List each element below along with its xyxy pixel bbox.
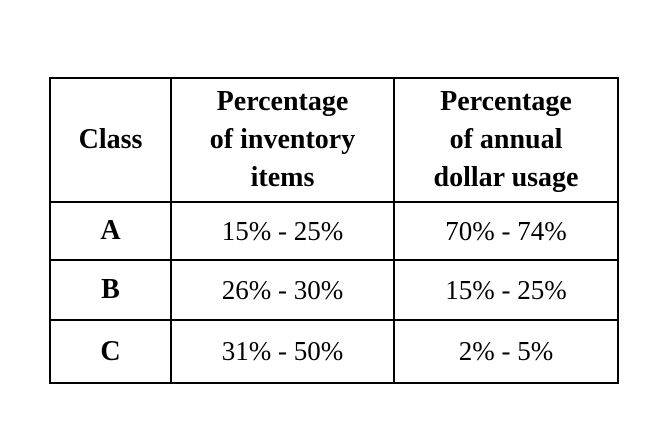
table-row-b: B 26% - 30% 15% - 25% (49, 259, 619, 321)
table-row-a: A 15% - 25% 70% - 74% (49, 201, 619, 261)
header-cell-annual-dollar-usage: Percentage of annual dollar usage (393, 77, 619, 203)
table-row-c: C 31% - 50% 2% - 5% (49, 319, 619, 384)
class-cell: A (49, 201, 172, 261)
class-cell: C (49, 319, 172, 384)
dollar-range-cell: 2% - 5% (393, 319, 619, 384)
header-cell-inventory-items: Percentage of inventory items (170, 77, 395, 203)
inventory-range-cell: 15% - 25% (170, 201, 395, 261)
dollar-range-cell: 15% - 25% (393, 259, 619, 321)
header-cell-class: Class (49, 77, 172, 203)
dollar-range-cell: 70% - 74% (393, 201, 619, 261)
inventory-range-cell: 26% - 30% (170, 259, 395, 321)
class-cell: B (49, 259, 172, 321)
abc-classification-table: Class Percentage of inventory items Perc… (49, 77, 619, 384)
table-header-row: Class Percentage of inventory items Perc… (49, 77, 619, 203)
inventory-range-cell: 31% - 50% (170, 319, 395, 384)
